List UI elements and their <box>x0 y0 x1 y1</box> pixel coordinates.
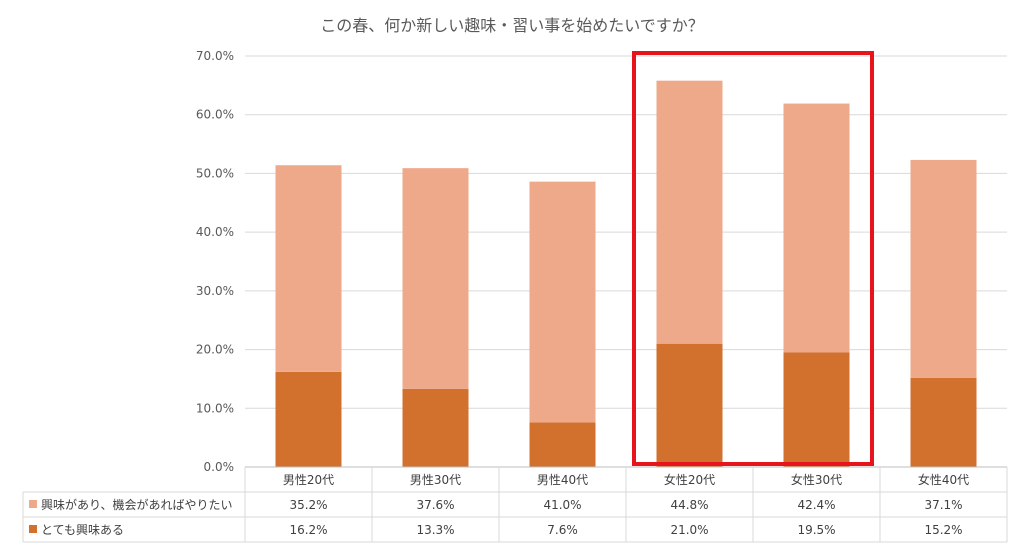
data-label: 21.0% <box>670 523 708 537</box>
data-label: 35.2% <box>289 498 327 512</box>
x-tick-label: 男性20代 <box>283 473 334 487</box>
data-label: 37.6% <box>416 498 454 512</box>
data-label: 19.5% <box>797 523 835 537</box>
bar-segment <box>657 344 723 467</box>
y-tick-label: 20.0% <box>196 343 234 357</box>
bar-segment <box>276 165 342 372</box>
data-label: 16.2% <box>289 523 327 537</box>
data-label: 13.3% <box>416 523 454 537</box>
y-tick-label: 70.0% <box>196 49 234 63</box>
data-label: 44.8% <box>670 498 708 512</box>
data-label: 41.0% <box>543 498 581 512</box>
chart-title: この春、何か新しい趣味・習い事を始めたいですか？ <box>320 16 704 35</box>
bar-segment <box>911 378 977 467</box>
x-tick-label: 女性20代 <box>664 472 715 487</box>
bar-segment <box>276 372 342 467</box>
y-tick-label: 0.0% <box>204 460 235 474</box>
bar-segment <box>530 182 596 423</box>
bar-segment <box>403 389 469 467</box>
data-label: 37.1% <box>924 498 962 512</box>
bar-segment <box>530 422 596 467</box>
x-tick-label: 男性40代 <box>537 473 588 487</box>
legend-swatch <box>29 525 37 533</box>
y-tick-label: 10.0% <box>196 401 234 415</box>
data-label: 15.2% <box>924 523 962 537</box>
x-tick-label: 男性30代 <box>410 473 461 487</box>
bar-segment <box>784 353 850 467</box>
x-tick-label: 女性30代 <box>791 472 842 487</box>
legend-label: 興味があり、機会があればやりたい <box>41 497 233 512</box>
bar-segment <box>784 104 850 353</box>
data-label: 7.6% <box>547 523 578 537</box>
y-tick-label: 60.0% <box>196 108 234 122</box>
legend-label: とても興味ある <box>41 523 124 537</box>
legend-swatch <box>29 500 37 508</box>
bar-segment <box>403 168 469 389</box>
data-label: 42.4% <box>797 498 835 512</box>
y-tick-label: 30.0% <box>196 284 234 298</box>
bar-segment <box>911 160 977 378</box>
y-tick-label: 50.0% <box>196 166 234 180</box>
y-tick-label: 40.0% <box>196 225 234 239</box>
bar-segment <box>657 81 723 344</box>
x-tick-label: 女性40代 <box>918 472 969 487</box>
